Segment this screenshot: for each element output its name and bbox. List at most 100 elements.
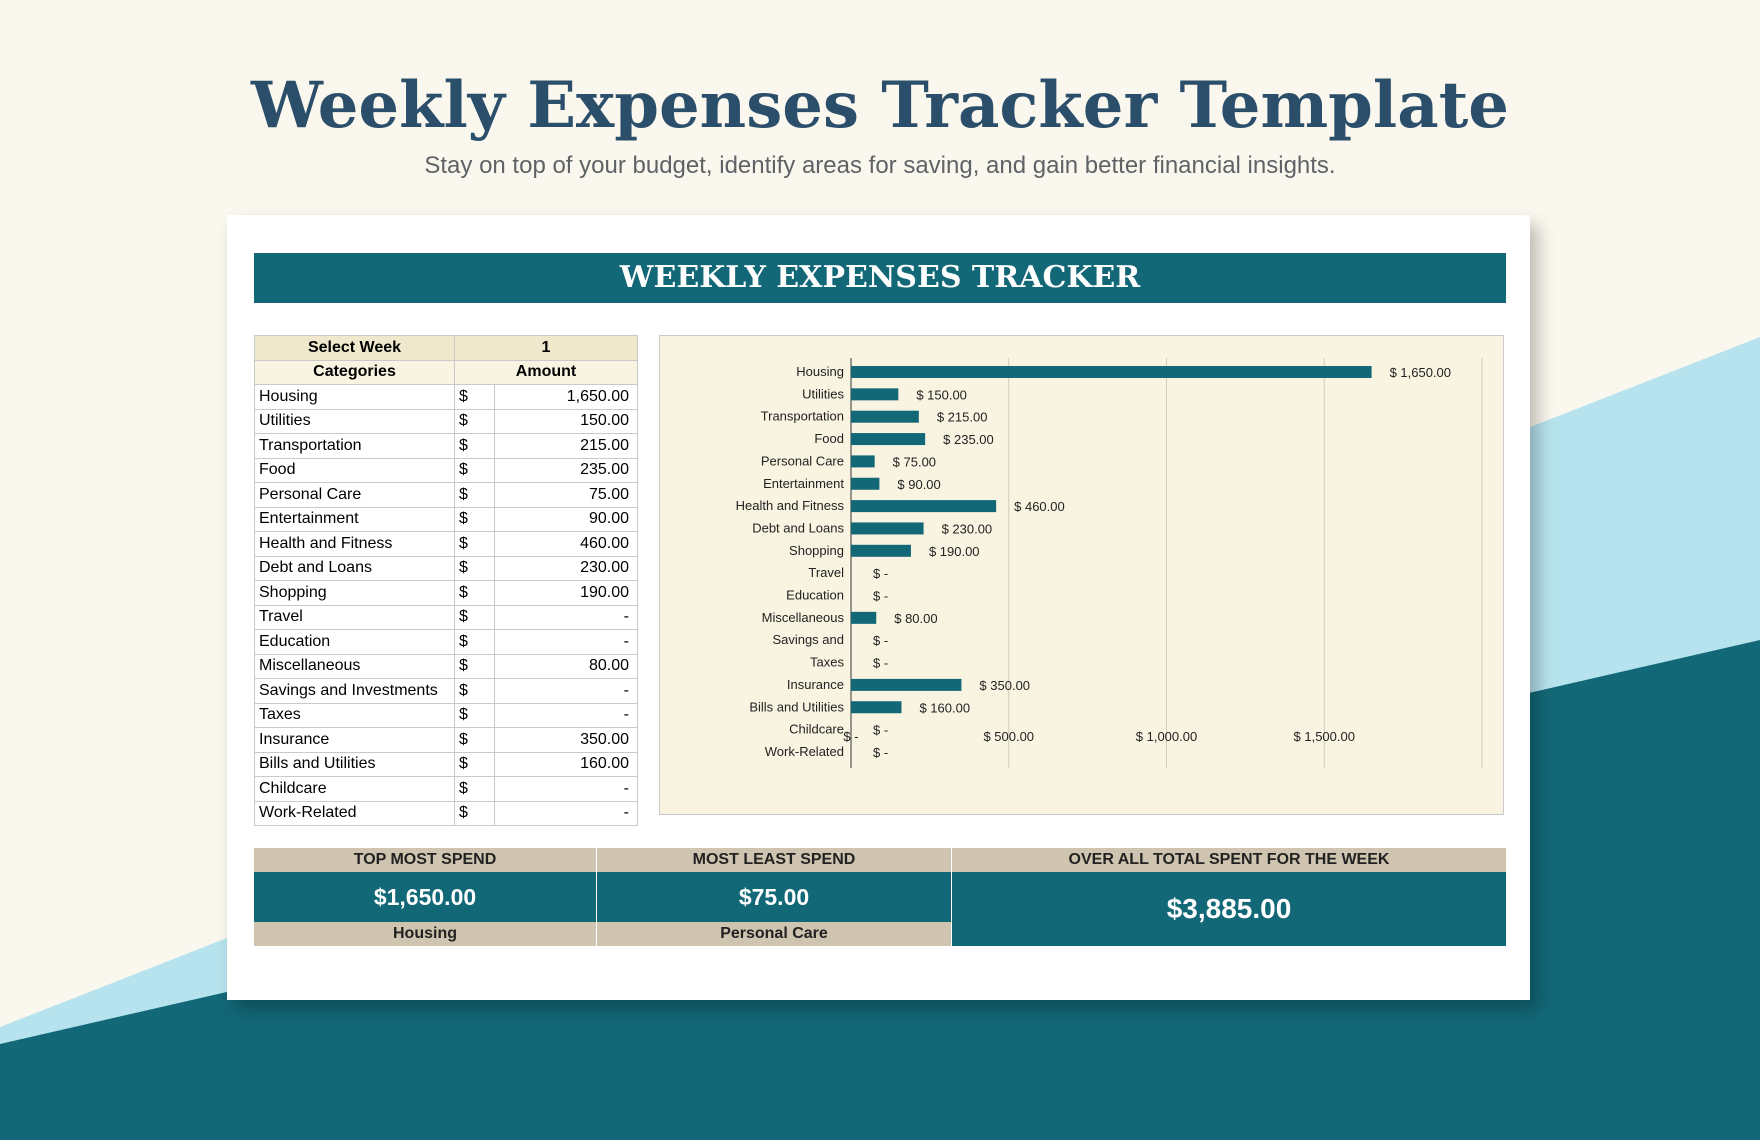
tracker-heading: WEEKLY EXPENSES TRACKER (254, 253, 1506, 303)
category-cell: Savings and Investments (254, 678, 455, 704)
amount-cell[interactable]: - (494, 776, 638, 802)
data-label: $ - (873, 589, 888, 604)
expenses-bar-chart: Housing $ 1,650.00 Utilities $ 150.00 Transp… (659, 335, 1504, 815)
top-spend-value: $1,650.00 (254, 872, 596, 922)
data-label: $ 230.00 (942, 521, 993, 536)
amount-cell[interactable]: 1,650.00 (494, 384, 638, 410)
table-row: Food $235.00 (254, 457, 638, 483)
data-label: $ 90.00 (897, 477, 940, 492)
category-label: Personal Care (761, 453, 844, 468)
amount-cell[interactable]: 75.00 (494, 482, 638, 508)
amount-cell[interactable]: 230.00 (494, 555, 638, 581)
currency-cell: $ (454, 384, 495, 410)
table-row: Transportation $215.00 (254, 433, 638, 459)
category-label: Childcare (789, 722, 844, 737)
category-cell: Insurance (254, 727, 455, 753)
currency-cell: $ (454, 604, 495, 630)
currency-cell: $ (454, 702, 495, 728)
amount-cell[interactable]: - (494, 629, 638, 655)
data-label: $ - (873, 566, 888, 581)
category-cell: Taxes (254, 702, 455, 728)
x-tick-label: $ 500.00 (983, 729, 1034, 744)
amount-cell[interactable]: 235.00 (494, 457, 638, 483)
bar (851, 611, 877, 624)
table-row: Savings and Investments $ - (254, 678, 638, 704)
category-cell: Debt and Loans (254, 555, 455, 581)
amount-cell[interactable]: 350.00 (494, 727, 638, 753)
summary-panel: TOP MOST SPEND $1,650.00 Housing MOST LE… (254, 848, 1506, 946)
select-week-label: Select Week (254, 335, 455, 361)
total-spent-label: OVER ALL TOTAL SPENT FOR THE WEEK (952, 848, 1506, 872)
amount-cell[interactable]: 460.00 (494, 531, 638, 557)
currency-cell: $ (454, 531, 495, 557)
category-cell: Health and Fitness (254, 531, 455, 557)
category-cell: Travel (254, 604, 455, 630)
tracker-card: WEEKLY EXPENSES TRACKER Select Week 1 Ca… (227, 215, 1530, 1000)
category-label: Travel (808, 565, 844, 580)
table-row: Housing $1,650.00 (254, 384, 638, 410)
least-spend-label: MOST LEAST SPEND (597, 848, 951, 872)
currency-cell: $ (454, 482, 495, 508)
category-cell: Food (254, 457, 455, 483)
category-cell: Bills and Utilities (254, 751, 455, 777)
currency-cell: $ (454, 580, 495, 606)
bar (851, 388, 899, 401)
category-cell: Miscellaneous (254, 653, 455, 679)
category-label: Savings and (772, 632, 844, 647)
currency-cell: $ (454, 629, 495, 655)
amount-cell[interactable]: 150.00 (494, 408, 638, 434)
table-row: Health and Fitness $460.00 (254, 531, 638, 557)
category-label: Miscellaneous (762, 610, 845, 625)
data-label: $ 350.00 (979, 678, 1030, 693)
category-cell: Transportation (254, 433, 455, 459)
data-label: $ - (873, 723, 888, 738)
bar (851, 500, 997, 513)
currency-cell: $ (454, 457, 495, 483)
amount-cell[interactable]: 160.00 (494, 751, 638, 777)
category-label: Work-Related (765, 744, 844, 759)
category-cell: Work-Related (254, 800, 455, 826)
table-row: Shopping $190.00 (254, 580, 638, 606)
least-spend-value: $75.00 (597, 872, 951, 922)
table-header: Categories Amount (254, 359, 638, 385)
bar (851, 366, 1372, 378)
amount-cell[interactable]: 190.00 (494, 580, 638, 606)
x-tick-label: $ 1,500.00 (1294, 729, 1355, 744)
category-cell: Personal Care (254, 482, 455, 508)
table-row: Work-Related $ - (254, 800, 638, 826)
table-row: Bills and Utilities $160.00 (254, 751, 638, 777)
amount-cell[interactable]: 90.00 (494, 506, 638, 532)
select-week-row: Select Week 1 (254, 335, 638, 361)
table-row: Personal Care $75.00 (254, 482, 638, 508)
expenses-table: Select Week 1 Categories Amount Housing $… (254, 335, 638, 826)
x-tick-label: $ 1,000.00 (1136, 729, 1197, 744)
amount-cell[interactable]: - (494, 800, 638, 826)
bar (851, 544, 911, 557)
select-week-input[interactable]: 1 (454, 335, 638, 361)
data-label: $ 160.00 (919, 700, 970, 715)
category-cell: Shopping (254, 580, 455, 606)
data-label: $ 460.00 (1014, 499, 1065, 514)
currency-cell: $ (454, 678, 495, 704)
category-label: Taxes (810, 655, 844, 670)
amount-cell[interactable]: 80.00 (494, 653, 638, 679)
category-cell: Housing (254, 384, 455, 410)
category-label: Insurance (787, 677, 844, 692)
page-subtitle: Stay on top of your budget, identify are… (424, 152, 1336, 179)
currency-cell: $ (454, 727, 495, 753)
bar (851, 433, 926, 446)
data-label: $ 80.00 (894, 611, 937, 626)
data-label: $ - (873, 745, 888, 760)
amount-cell[interactable]: - (494, 678, 638, 704)
currency-cell: $ (454, 653, 495, 679)
table-row: Debt and Loans $230.00 (254, 555, 638, 581)
amount-cell[interactable]: - (494, 702, 638, 728)
least-spend-category: Personal Care (597, 922, 951, 946)
currency-cell: $ (454, 776, 495, 802)
amount-cell[interactable]: 215.00 (494, 433, 638, 459)
table-row: Taxes $ - (254, 702, 638, 728)
amount-cell[interactable]: - (494, 604, 638, 630)
data-label: $ - (873, 656, 888, 671)
data-label: $ 235.00 (943, 432, 994, 447)
table-row: Insurance $350.00 (254, 727, 638, 753)
